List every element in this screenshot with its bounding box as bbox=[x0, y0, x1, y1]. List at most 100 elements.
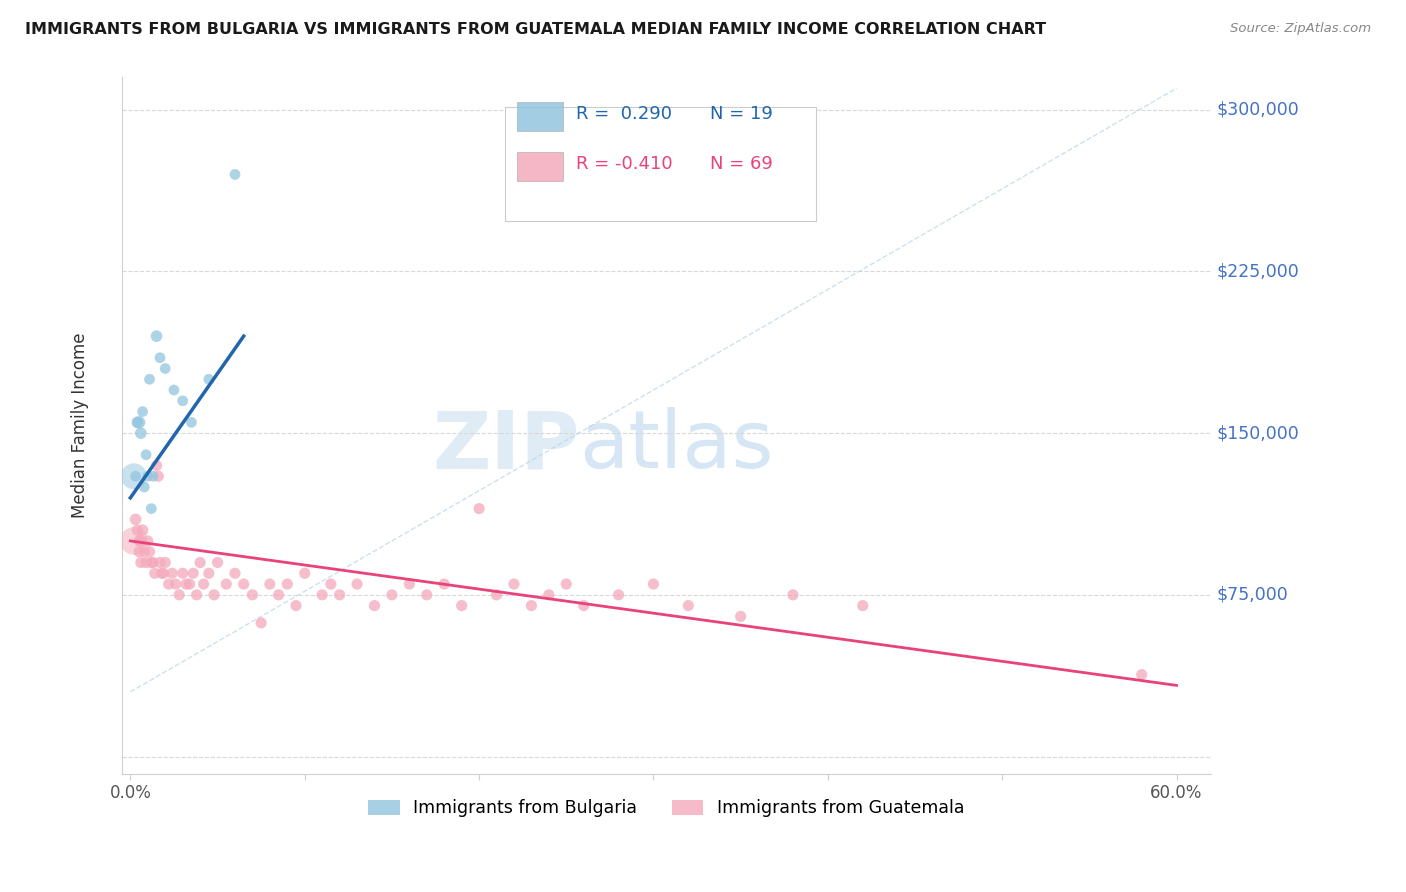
Point bbox=[319, 577, 342, 591]
Point bbox=[468, 501, 491, 516]
Point bbox=[145, 458, 167, 473]
Point bbox=[267, 588, 290, 602]
Text: $150,000: $150,000 bbox=[1216, 425, 1299, 442]
Point bbox=[129, 533, 152, 548]
Point bbox=[127, 523, 149, 537]
Point bbox=[311, 588, 333, 602]
Text: IMMIGRANTS FROM BULGARIA VS IMMIGRANTS FROM GUATEMALA MEDIAN FAMILY INCOME CORRE: IMMIGRANTS FROM BULGARIA VS IMMIGRANTS F… bbox=[25, 22, 1046, 37]
Point bbox=[136, 469, 159, 483]
Point bbox=[193, 577, 215, 591]
Point bbox=[363, 599, 385, 613]
Point bbox=[135, 448, 157, 462]
Point bbox=[232, 577, 254, 591]
Point bbox=[155, 556, 177, 570]
Point bbox=[129, 556, 152, 570]
Text: $225,000: $225,000 bbox=[1216, 262, 1299, 280]
Point bbox=[276, 577, 298, 591]
Point bbox=[181, 566, 204, 581]
Point bbox=[157, 577, 180, 591]
Text: atlas: atlas bbox=[579, 408, 773, 485]
Point bbox=[678, 599, 700, 613]
Point bbox=[202, 588, 225, 602]
Point bbox=[250, 615, 273, 630]
Point bbox=[180, 416, 202, 430]
Point bbox=[215, 577, 238, 591]
Point bbox=[160, 566, 183, 581]
Point bbox=[572, 599, 595, 613]
Point bbox=[503, 577, 526, 591]
Point bbox=[537, 588, 560, 602]
Text: Median Family Income: Median Family Income bbox=[72, 333, 89, 518]
Point bbox=[131, 523, 153, 537]
Point bbox=[294, 566, 316, 581]
Text: R =  0.290: R = 0.290 bbox=[576, 105, 672, 123]
Point bbox=[381, 588, 404, 602]
Point bbox=[329, 588, 352, 602]
Point bbox=[136, 533, 159, 548]
Point bbox=[174, 577, 197, 591]
Point bbox=[149, 556, 172, 570]
Point bbox=[163, 383, 186, 397]
Text: $300,000: $300,000 bbox=[1216, 101, 1299, 119]
Point bbox=[142, 469, 165, 483]
Point bbox=[285, 599, 308, 613]
Point bbox=[643, 577, 665, 591]
Point bbox=[198, 372, 221, 386]
Point bbox=[142, 556, 165, 570]
Point bbox=[143, 566, 166, 581]
Point bbox=[555, 577, 578, 591]
Point bbox=[122, 533, 145, 548]
Point bbox=[520, 599, 543, 613]
Point bbox=[152, 566, 174, 581]
Point bbox=[224, 566, 246, 581]
FancyBboxPatch shape bbox=[517, 102, 562, 131]
Point bbox=[122, 469, 145, 483]
Point bbox=[145, 329, 167, 343]
Point bbox=[485, 588, 508, 602]
Point bbox=[165, 577, 187, 591]
Point bbox=[134, 545, 156, 559]
Legend: Immigrants from Bulgaria, Immigrants from Guatemala: Immigrants from Bulgaria, Immigrants fro… bbox=[361, 792, 972, 824]
Point bbox=[138, 545, 160, 559]
Point bbox=[127, 416, 149, 430]
Point bbox=[172, 566, 194, 581]
Text: N = 69: N = 69 bbox=[710, 155, 773, 173]
Point bbox=[398, 577, 420, 591]
Point bbox=[155, 361, 177, 376]
Point bbox=[150, 566, 173, 581]
Point bbox=[782, 588, 804, 602]
Point bbox=[167, 588, 190, 602]
Point bbox=[124, 512, 146, 526]
Point bbox=[607, 588, 630, 602]
Point bbox=[259, 577, 281, 591]
Point bbox=[128, 545, 150, 559]
Point bbox=[179, 577, 201, 591]
FancyBboxPatch shape bbox=[517, 152, 562, 181]
FancyBboxPatch shape bbox=[505, 107, 815, 221]
Point bbox=[186, 588, 208, 602]
Point bbox=[129, 426, 152, 441]
Point bbox=[128, 533, 150, 548]
Point bbox=[138, 372, 160, 386]
Point bbox=[346, 577, 368, 591]
Point bbox=[450, 599, 472, 613]
Point bbox=[124, 469, 146, 483]
Text: Source: ZipAtlas.com: Source: ZipAtlas.com bbox=[1230, 22, 1371, 36]
Point bbox=[135, 556, 157, 570]
Point bbox=[416, 588, 439, 602]
Point bbox=[141, 556, 163, 570]
Point bbox=[172, 393, 194, 408]
Point bbox=[131, 404, 153, 418]
Point bbox=[242, 588, 264, 602]
Text: ZIP: ZIP bbox=[432, 408, 579, 485]
Point bbox=[1130, 667, 1153, 681]
Point bbox=[224, 168, 246, 182]
Point bbox=[207, 556, 229, 570]
Point bbox=[134, 480, 156, 494]
Point bbox=[128, 416, 150, 430]
Point bbox=[148, 469, 170, 483]
Text: $75,000: $75,000 bbox=[1216, 586, 1289, 604]
Point bbox=[141, 501, 163, 516]
Point bbox=[433, 577, 456, 591]
Point bbox=[149, 351, 172, 365]
